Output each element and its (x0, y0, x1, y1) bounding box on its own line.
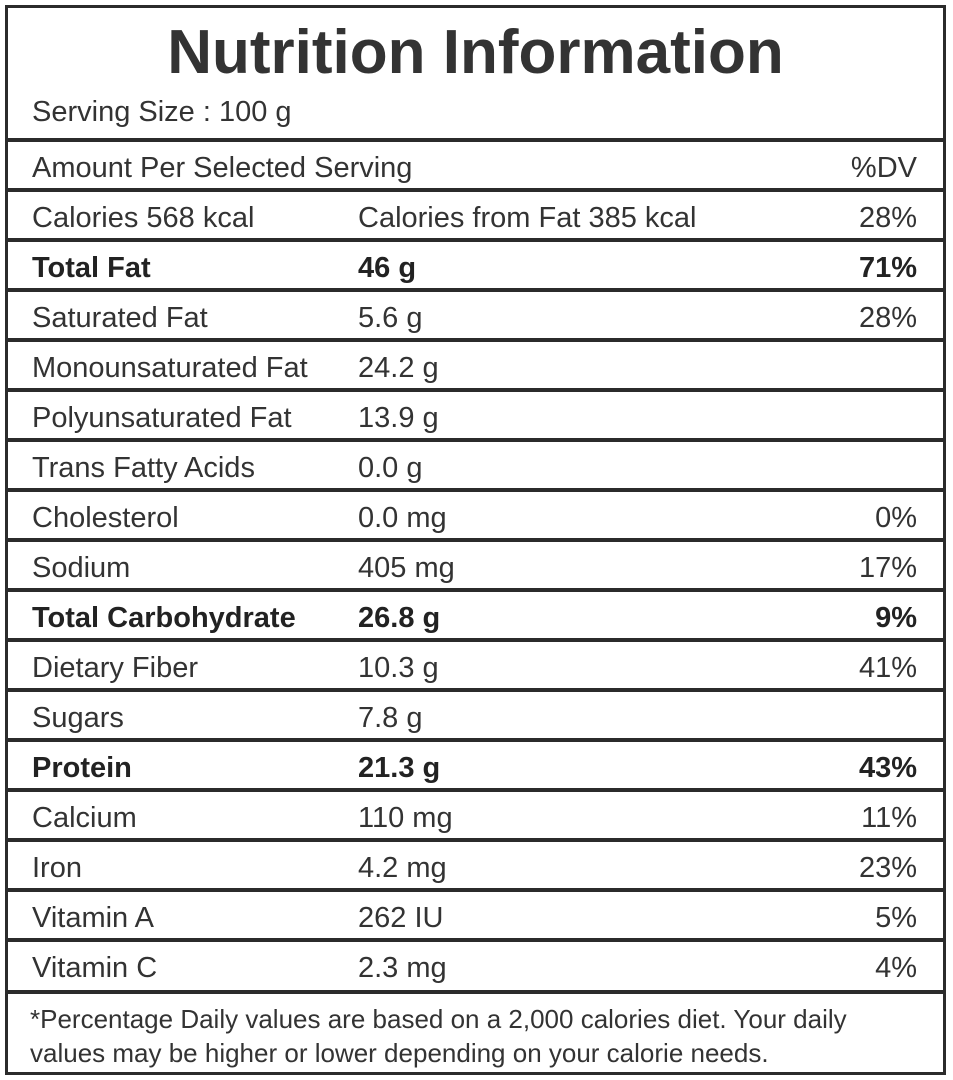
dv-header: %DV (850, 152, 917, 184)
nutrient-amount: 26.8 g (358, 602, 441, 634)
nutrient-row: Vitamin A 262 IU 5% (8, 888, 943, 938)
nutrient-name: Sodium (32, 552, 131, 584)
nutrient-amount: 7.8 g (358, 702, 423, 734)
nutrient-dv: 5% (875, 902, 917, 934)
nutrient-amount: 4.2 mg (358, 852, 447, 884)
nutrient-amount: 405 mg (358, 552, 455, 584)
nutrient-row: Total Fat 46 g 71% (8, 238, 943, 288)
nutrient-row: Sugars 7.8 g (8, 688, 943, 738)
nutrient-name: Total Fat (32, 252, 151, 284)
nutrient-name: Calories 568 kcal (32, 202, 255, 234)
nutrient-amount: 46 g (358, 252, 417, 284)
nutrient-dv: 17% (858, 552, 917, 584)
nutrient-rows: Calories 568 kcal Calories from Fat 385 k… (8, 188, 943, 988)
nutrient-amount: 0.0 mg (358, 502, 447, 534)
label-title: Nutrition Information (167, 18, 784, 87)
nutrient-dv: 71% (858, 252, 917, 284)
nutrient-amount: 0.0 g (358, 452, 423, 484)
nutrient-row: Protein 21.3 g 43% (8, 738, 943, 788)
nutrient-amount: 262 IU (358, 902, 444, 934)
amount-per-serving-label: Amount Per Selected Serving (32, 152, 413, 184)
nutrient-name: Cholesterol (32, 502, 179, 534)
nutrient-row: Saturated Fat 5.6 g 28% (8, 288, 943, 338)
nutrient-row: Cholesterol 0.0 mg 0% (8, 488, 943, 538)
nutrient-amount: 24.2 g (358, 352, 439, 384)
nutrient-row: Total Carbohydrate 26.8 g 9% (8, 588, 943, 638)
nutrient-dv: 28% (858, 302, 917, 334)
nutrient-name: Protein (32, 752, 132, 784)
nutrient-row: Polyunsaturated Fat 13.9 g (8, 388, 943, 438)
nutrient-dv: 43% (858, 752, 917, 784)
nutrient-name: Monounsaturated Fat (32, 352, 308, 384)
nutrient-name: Polyunsaturated Fat (32, 402, 292, 434)
nutrient-name: Calcium (32, 802, 137, 834)
nutrient-dv: 4% (875, 952, 917, 984)
nutrition-label: Nutrition Information Serving Size : 100… (5, 5, 946, 1075)
nutrient-row: Dietary Fiber 10.3 g 41% (8, 638, 943, 688)
nutrient-dv: 11% (861, 802, 917, 834)
nutrient-row: Monounsaturated Fat 24.2 g (8, 338, 943, 388)
nutrient-row: Vitamin C 2.3 mg 4% (8, 938, 943, 988)
nutrient-amount: 110 mg (358, 802, 453, 834)
nutrient-name: Dietary Fiber (32, 652, 198, 684)
nutrient-amount: 10.3 g (358, 652, 439, 684)
header-row: Amount Per Selected Serving %DV (8, 138, 943, 188)
nutrient-name: Saturated Fat (32, 302, 208, 334)
nutrient-amount: 2.3 mg (358, 952, 447, 984)
nutrient-table: Amount Per Selected Serving %DV Calories… (8, 138, 943, 988)
footnote: *Percentage Daily values are based on a … (8, 990, 943, 1072)
nutrient-row: Sodium 405 mg 17% (8, 538, 943, 588)
nutrient-name: Total Carbohydrate (32, 602, 296, 634)
nutrient-name: Trans Fatty Acids (32, 452, 255, 484)
nutrient-row: Iron 4.2 mg 23% (8, 838, 943, 888)
nutrient-dv: 28% (858, 202, 917, 234)
nutrient-dv: 9% (875, 602, 917, 634)
nutrient-name: Vitamin C (32, 952, 158, 984)
nutrient-name: Sugars (32, 702, 124, 734)
nutrient-amount: 5.6 g (358, 302, 423, 334)
nutrient-name: Iron (32, 852, 82, 884)
nutrient-amount: Calories from Fat 385 kcal (358, 202, 697, 234)
nutrient-dv: 23% (858, 852, 917, 884)
serving-size: Serving Size : 100 g (32, 96, 292, 128)
nutrient-dv: 0% (875, 502, 917, 534)
nutrient-dv: 41% (858, 652, 917, 684)
nutrient-amount: 21.3 g (358, 752, 441, 784)
nutrient-row: Calcium 110 mg 11% (8, 788, 943, 838)
nutrient-name: Vitamin A (32, 902, 154, 934)
nutrient-row: Calories 568 kcal Calories from Fat 385 k… (8, 188, 943, 238)
nutrient-row: Trans Fatty Acids 0.0 g (8, 438, 943, 488)
nutrient-amount: 13.9 g (358, 402, 439, 434)
